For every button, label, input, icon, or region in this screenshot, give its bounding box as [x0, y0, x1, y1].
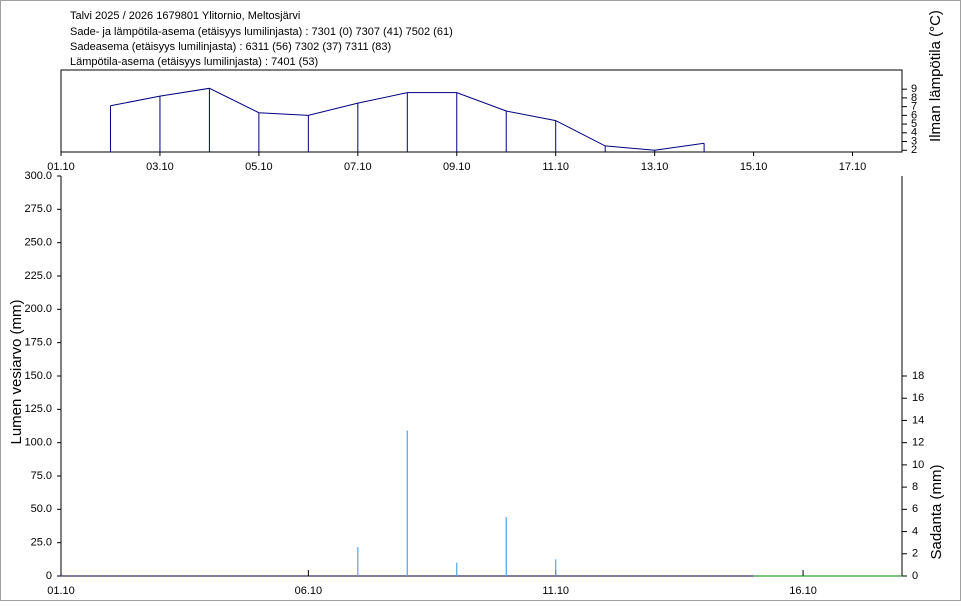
y-tick-label: 5 — [911, 118, 917, 130]
x-tick-label: 16.10 — [789, 585, 817, 597]
x-tick-label: 13.10 — [641, 161, 669, 173]
y-axis-title: Lumen vesiarvo (mm) — [8, 299, 25, 444]
x-tick-label: 06.10 — [295, 585, 323, 597]
header-line: Sadeasema (etäisyys lumilinjasta) : 6311… — [70, 41, 391, 53]
y2-tick-label: 10 — [912, 459, 924, 471]
y2-tick-label: 0 — [912, 570, 918, 582]
y2-tick-label: 12 — [912, 437, 924, 449]
y2-tick-label: 14 — [912, 414, 924, 426]
y2-tick-label: 16 — [912, 392, 924, 404]
header-line: Sade- ja lämpötila-asema (etäisyys lumil… — [70, 26, 453, 38]
y-tick-label: 200.0 — [24, 303, 52, 315]
plot-frame — [60, 69, 903, 153]
data-line — [110, 87, 705, 151]
y-tick-label: 25.0 — [31, 537, 52, 549]
x-tick-label: 01.10 — [47, 585, 75, 597]
y-axis-title: Ilman lämpötila (°C) — [927, 10, 944, 142]
y-tick-label: 125.0 — [24, 403, 52, 415]
x-tick-label: 09.10 — [443, 161, 471, 173]
y-tick-label: 275.0 — [24, 203, 52, 215]
y-tick-label: 8 — [911, 92, 917, 104]
y-tick-label: 150.0 — [24, 370, 52, 382]
header-line: Talvi 2025 / 2026 1679801 Ylitornio, Mel… — [70, 10, 300, 22]
y2-tick-label: 2 — [912, 548, 918, 560]
y-tick-label: 0 — [46, 570, 52, 582]
y2-tick-label: 18 — [912, 370, 924, 382]
y-tick-label: 175.0 — [24, 337, 52, 349]
y-tick-label: 9 — [911, 83, 917, 95]
y-tick-label: 4 — [911, 127, 917, 139]
x-tick-label: 17.10 — [839, 161, 867, 173]
y-tick-label: 75.0 — [31, 470, 52, 482]
y-tick-label: 7 — [911, 101, 917, 113]
x-tick-label: 11.10 — [542, 161, 569, 173]
y2-tick-label: 8 — [912, 481, 918, 493]
x-tick-label: 15.10 — [740, 161, 768, 173]
y-tick-label: 225.0 — [24, 270, 52, 282]
y2-axis-title: Sadanta (mm) — [928, 464, 945, 559]
x-tick-label: 01.10 — [47, 161, 75, 173]
y-tick-label: 50.0 — [31, 503, 52, 515]
x-tick-label: 03.10 — [146, 161, 174, 173]
y-tick-label: 250.0 — [24, 237, 52, 249]
x-tick-label: 07.10 — [344, 161, 372, 173]
y-tick-label: 3 — [911, 135, 917, 147]
y-tick-label: 6 — [911, 109, 917, 121]
x-tick-label: 11.10 — [542, 585, 569, 597]
header-line: Lämpötila-asema (etäisyys lumilinjasta) … — [70, 56, 318, 68]
y-tick-label: 2 — [911, 144, 917, 156]
x-tick-label: 05.10 — [245, 161, 273, 173]
y2-tick-label: 6 — [912, 503, 918, 515]
y-tick-label: 300.0 — [24, 170, 52, 182]
y-tick-label: 100.0 — [24, 437, 52, 449]
y2-tick-label: 4 — [912, 525, 918, 537]
